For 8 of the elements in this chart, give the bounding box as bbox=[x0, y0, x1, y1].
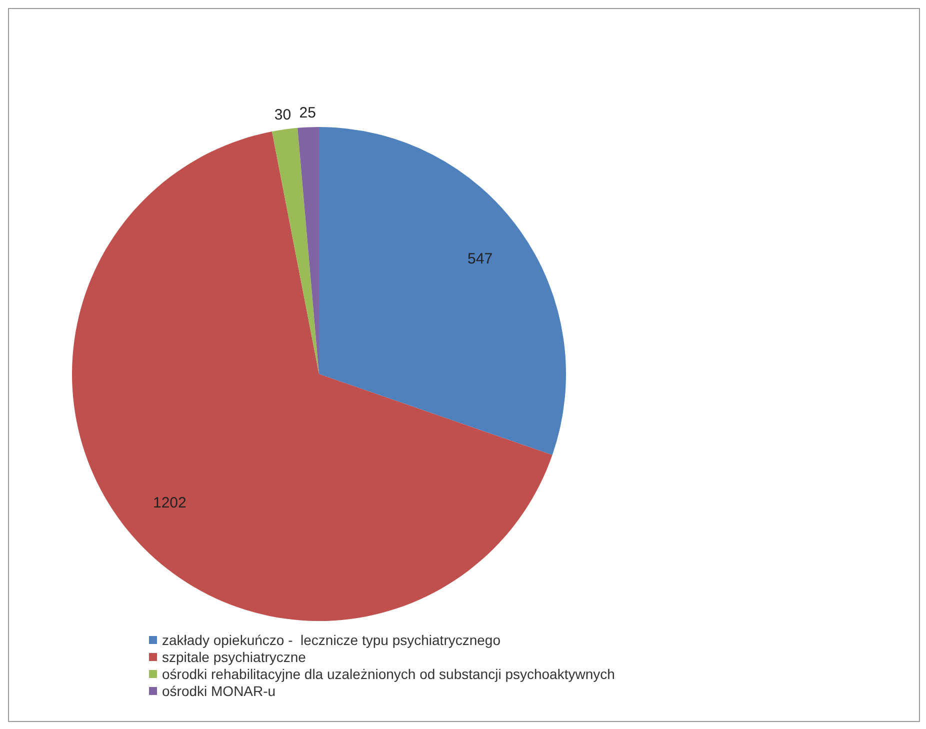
data-label: 1202 bbox=[152, 494, 186, 512]
data-label: 30 bbox=[274, 106, 292, 124]
data-label: 25 bbox=[299, 104, 316, 122]
legend-label: ośrodki MONAR-u bbox=[162, 682, 276, 698]
legend-label: zakłady opiekuńczo - lecznicze typu psychiatrycznego bbox=[162, 632, 501, 648]
legend-label: ośrodki rehabilitacyjne dla uzależnionych od substancji psychoaktywnych bbox=[162, 666, 615, 682]
legend-label: szpitale psychiatryczne bbox=[162, 648, 306, 664]
data-label: 547 bbox=[468, 250, 493, 268]
